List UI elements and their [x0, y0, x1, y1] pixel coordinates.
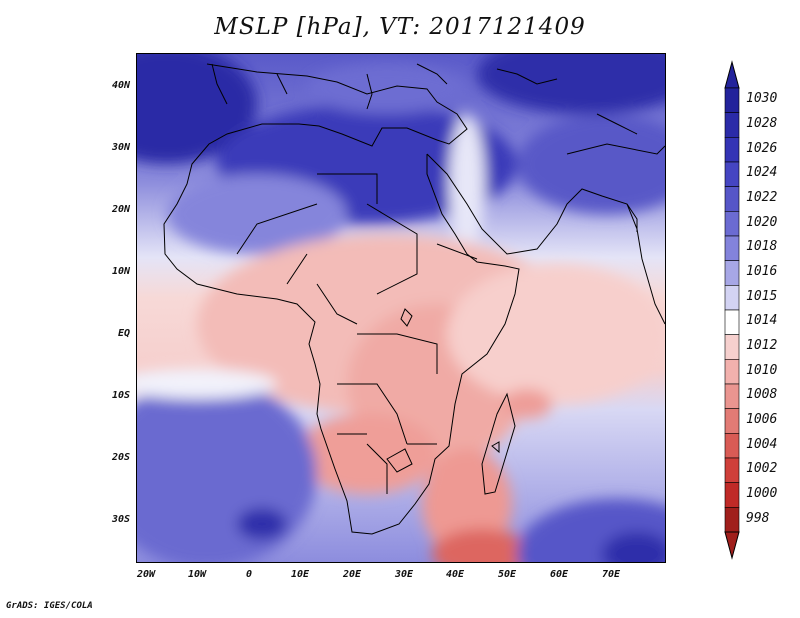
colorbar-top-arrow: [724, 60, 740, 89]
lat-label: 10N: [111, 266, 130, 277]
lat-label: EQ: [117, 328, 130, 339]
colorbar-label: 1030: [746, 91, 778, 107]
lon-label: 0: [245, 569, 253, 580]
lat-label: 20S: [111, 452, 130, 463]
colorbar-label: 1014: [746, 313, 778, 329]
lon-label: 60E: [549, 569, 569, 580]
map-title: MSLP [hPa], VT: 2017121409: [214, 14, 586, 40]
colorbar-segment: [724, 211, 740, 237]
colorbar-segment: [724, 87, 740, 113]
colorbar-label: 1016: [746, 264, 778, 279]
lat-label: 30S: [111, 514, 130, 525]
lat-label: 10S: [111, 390, 130, 401]
coastlines: [163, 63, 665, 535]
colorbar-segment: [724, 260, 740, 286]
colorbar-segment: [724, 161, 740, 187]
colorbar-label: 1008: [746, 387, 778, 403]
colorbar-segment: [724, 285, 740, 311]
colorbar-segment: [724, 433, 740, 459]
lat-label: 30N: [111, 142, 130, 153]
colorbar-label: 1024: [746, 165, 778, 181]
colorbar-segment: [724, 457, 740, 483]
colorbar-segment: [724, 482, 740, 508]
lon-label: 10W: [187, 569, 207, 580]
colorbar-segment: [724, 186, 740, 212]
colorbar-segment: [724, 235, 740, 261]
colorbar-label: 1028: [746, 116, 778, 131]
colorbar-segment: [724, 383, 740, 409]
lon-label: 20E: [342, 569, 362, 580]
lon-label: 10E: [290, 569, 310, 580]
colorbar-label: 1015: [746, 288, 778, 304]
colorbar-label: 998: [746, 510, 770, 526]
lat-label: 40N: [111, 80, 130, 91]
lon-label: 30E: [394, 569, 414, 580]
lat-label: 20N: [111, 204, 130, 215]
colorbar-label: 1004: [746, 436, 778, 452]
credit-label: GrADS: IGES/COLA: [6, 601, 93, 611]
colorbar-segment: [724, 507, 740, 533]
colorbar-label: 1012: [746, 338, 778, 353]
colorbar-segment: [724, 112, 740, 138]
lon-label: 40E: [445, 569, 465, 580]
colorbar-segment: [724, 137, 740, 163]
colorbar-label: 1010: [746, 362, 778, 378]
pressure-field: [137, 54, 665, 562]
colorbar-segment: [724, 309, 740, 335]
lon-label: 50E: [497, 569, 517, 580]
colorbar-label: 1000: [746, 486, 778, 501]
colorbar-label: 1022: [746, 190, 778, 205]
lon-label: 70E: [601, 569, 621, 580]
colorbar-label: 1006: [746, 412, 778, 427]
colorbar-label: 1018: [746, 239, 778, 255]
colorbar: [724, 60, 740, 560]
pressure-map: [136, 53, 666, 563]
colorbar-bottom-arrow: [724, 531, 740, 560]
colorbar-label: 1020: [746, 214, 778, 230]
colorbar-segment: [724, 334, 740, 360]
colorbar-label: 1026: [746, 140, 778, 156]
lon-label: 20W: [136, 569, 156, 580]
colorbar-label: 1002: [746, 461, 778, 477]
colorbar-segment: [724, 408, 740, 434]
colorbar-segment: [724, 359, 740, 385]
